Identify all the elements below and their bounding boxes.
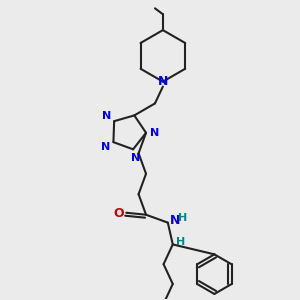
Text: N: N <box>131 153 140 163</box>
Text: H: H <box>178 213 187 223</box>
Text: N: N <box>158 75 168 88</box>
Text: N: N <box>150 128 160 138</box>
Text: N: N <box>103 111 112 121</box>
Text: O: O <box>113 207 124 220</box>
Text: N: N <box>101 142 111 152</box>
Text: N: N <box>169 214 180 227</box>
Text: H: H <box>176 238 185 248</box>
